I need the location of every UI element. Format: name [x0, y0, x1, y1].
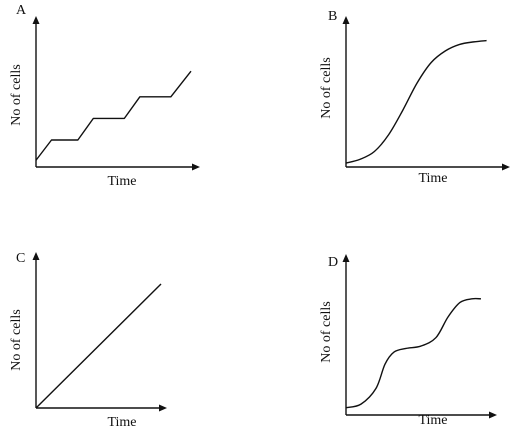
y-axis-arrowhead	[342, 254, 350, 262]
panel-label: C	[16, 251, 25, 266]
panel-d: D Time No of cells	[319, 254, 497, 428]
series-line	[345, 39, 487, 164]
y-axis-label: No of cells	[9, 64, 24, 125]
x-axis-label: Time	[107, 415, 136, 430]
y-axis-label: No of cells	[319, 57, 334, 118]
panel-label: A	[16, 3, 27, 18]
x-axis-arrowhead	[159, 404, 167, 412]
x-axis-label: Time	[107, 174, 136, 189]
panel-label: D	[328, 255, 338, 270]
y-axis-arrowhead	[32, 16, 40, 24]
x-axis-arrowhead	[489, 411, 497, 419]
y-axis-arrowhead	[32, 252, 40, 260]
series-line	[345, 297, 482, 409]
panel-b: B Time No of cells	[319, 9, 510, 186]
panel-label: B	[328, 9, 337, 24]
y-axis-arrowhead	[342, 16, 350, 24]
panel-a: A Time No of cells	[9, 3, 200, 189]
series-line	[35, 283, 162, 409]
x-axis-label: Time	[418, 413, 447, 428]
y-axis-label: No of cells	[319, 301, 334, 362]
series-line	[35, 70, 192, 161]
x-axis-label: Time	[418, 171, 447, 186]
x-axis-arrowhead	[502, 163, 510, 171]
panel-c: C Time No of cells	[9, 251, 167, 430]
x-axis-arrowhead	[192, 163, 200, 171]
y-axis-label: No of cells	[9, 309, 24, 370]
